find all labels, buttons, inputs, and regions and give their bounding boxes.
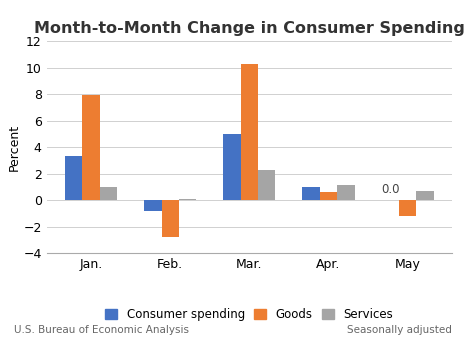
Bar [258,170,275,200]
Title: Month-to-Month Change in Consumer Spending: Month-to-Month Change in Consumer Spendi… [34,21,465,36]
Bar [240,64,258,200]
Bar [179,199,196,200]
Bar [302,187,320,200]
Bar [399,200,416,216]
Bar [100,187,117,200]
Bar [162,200,179,237]
Bar [320,192,337,200]
Bar [65,156,82,200]
Text: 0.0: 0.0 [382,183,400,196]
Bar [144,200,162,211]
Bar [416,191,433,200]
Text: U.S. Bureau of Economic Analysis: U.S. Bureau of Economic Analysis [14,325,189,335]
Y-axis label: Percent: Percent [7,123,21,171]
Text: Seasonally adjusted: Seasonally adjusted [347,325,452,335]
Bar [82,95,100,200]
Bar [223,134,240,200]
Bar [337,185,355,200]
Legend: Consumer spending, Goods, Services: Consumer spending, Goods, Services [103,306,396,323]
